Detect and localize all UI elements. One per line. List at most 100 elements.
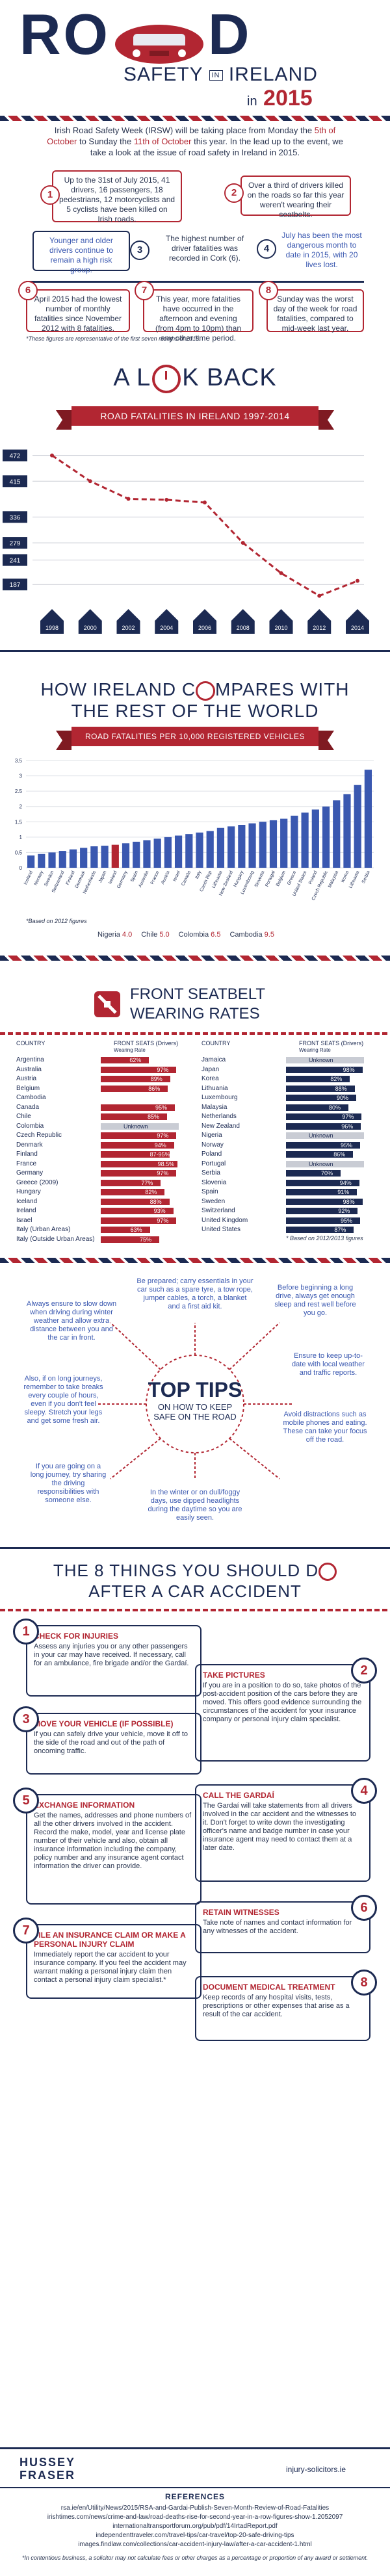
seatbelt-right-header: COUNTRY FRONT SEATS (Drivers)	[202, 1040, 364, 1047]
references-title: REFERENCES	[164, 2492, 225, 2501]
bar	[38, 853, 46, 868]
bar	[238, 825, 246, 868]
site-link[interactable]: injury-solicitors.ie	[286, 2465, 346, 2474]
legend-value: 9.5	[264, 931, 274, 939]
seatbelt-bar	[286, 1198, 363, 1205]
accident-step-3: MOVE YOUR VEHICLE (IF POSSIBLE) If you ca…	[26, 1713, 202, 1775]
seatbelt-bar	[286, 1151, 354, 1158]
tip-7: If you are going on a long journey, try …	[30, 1463, 107, 1504]
header-year: in 2015	[247, 86, 313, 111]
reference-link[interactable]: irishtimes.com/news/crime-and-law/road-d…	[47, 2514, 343, 2521]
seatbelt-bar	[101, 1076, 170, 1082]
y-tick-label: 1	[20, 835, 23, 840]
fatalities-point	[164, 497, 169, 502]
x-tick-label: Japan	[98, 870, 107, 883]
seatbelt-country: Serbia	[202, 1169, 220, 1177]
seatbelt-bar	[101, 1198, 170, 1205]
seatbelt-value: 97%	[157, 1132, 169, 1139]
legend-entry: Cambodia 9.5	[229, 931, 274, 939]
accident-step-2: TAKE PICTURES If you are in a position to…	[195, 1664, 370, 1762]
x-tick-label: 2010	[274, 625, 287, 631]
seatbelt-value: 77%	[141, 1179, 153, 1186]
reference-link[interactable]: images.findlaw.com/collections/car-accid…	[78, 2541, 312, 2548]
fatalities-point	[88, 479, 92, 484]
seatbelt-country: Luxembourg	[202, 1094, 238, 1101]
seatbelt-value: 87-95%	[150, 1151, 170, 1158]
stat-number-6: 6	[18, 281, 38, 300]
bar	[69, 849, 77, 868]
seatbelt-bar	[286, 1123, 361, 1130]
accident-step-number: 2	[351, 1658, 377, 1684]
seatbelt-country: Slovenia	[202, 1178, 227, 1186]
seatbelt-bar	[286, 1208, 358, 1214]
seatbelt-country: Canada	[16, 1103, 40, 1111]
compare-banner: ROAD FATALITIES PER 10,000 REGISTERED VE…	[56, 727, 334, 750]
stats-footnote: *These figures are representative of the…	[26, 335, 201, 342]
seatbelt-left-header: COUNTRY FRONT SEATS (Drivers)	[16, 1040, 179, 1047]
x-tick-label: 2014	[351, 625, 364, 631]
accident-step-7: FILE AN INSURANCE CLAIM OR MAKE A PERSON…	[26, 1924, 202, 1999]
accident-step-number: 1	[13, 1619, 39, 1645]
seatbelt-country: Lithuania	[202, 1084, 228, 1092]
accident-stripe	[0, 1609, 390, 1611]
x-tick-badge	[346, 609, 369, 634]
y-tick-badge	[3, 511, 27, 523]
tip-3: Always ensure to slow down when driving …	[26, 1300, 117, 1342]
x-tick-label: Ireland	[108, 870, 118, 885]
x-tick-label: Belgium	[276, 870, 287, 887]
y-tick-badge	[3, 449, 27, 462]
bar	[27, 855, 35, 868]
tip-2: Before beginning a long drive, always ge…	[274, 1284, 356, 1317]
legend-value: 4.0	[122, 931, 133, 939]
accident-step-1: CHECK FOR INJURIES Assess any injuries yo…	[26, 1625, 202, 1697]
bar	[311, 809, 319, 868]
header-title-road: RO D	[20, 2, 252, 66]
accident-step-body: Take note of names and contact informati…	[203, 1919, 352, 1935]
section-stripe-2	[0, 650, 390, 652]
reference-link[interactable]: rsa.ie/en/Utility/News/2015/RSA-and-Gard…	[60, 2504, 330, 2512]
seatbelt-bar	[286, 1066, 363, 1073]
accident-step-number: 4	[351, 1778, 377, 1804]
seatbelt-title: FRONT SEATBELT WEARING RATES	[130, 985, 266, 1022]
section-stripe-6	[0, 2447, 390, 2449]
seatbelt-footnote: * Based on 2012/2013 figures	[286, 1235, 363, 1242]
x-tick-label: Norway	[34, 870, 45, 886]
seatbelt-bar	[286, 1189, 358, 1195]
seatbelt-bar	[286, 1085, 355, 1092]
seatbelt-value: 75%	[140, 1236, 152, 1243]
x-tick-label: Israel	[172, 870, 181, 882]
seatbelt-value: Unknown	[124, 1123, 148, 1130]
seatbelt-bar	[286, 1160, 364, 1167]
reference-link[interactable]: independenttraveler.com/travel-tips/car-…	[96, 2532, 294, 2539]
seatbelt-country: Colombia	[16, 1122, 44, 1130]
x-tick-badge	[40, 609, 64, 634]
x-tick-label: Italy	[195, 870, 203, 879]
y-tick-label: 187	[10, 582, 21, 589]
seatbelt-right-sub: Wearing Rate	[299, 1047, 331, 1053]
bar	[259, 822, 266, 868]
seatbelt-value: 93%	[153, 1208, 166, 1214]
seatbelt-country: United States	[202, 1226, 241, 1233]
seatbelt-country: Israel	[16, 1216, 32, 1224]
clock-icon-2	[318, 1563, 337, 1581]
accident-step-body: Get the names, addresses and phone numbe…	[34, 1812, 192, 1870]
accident-step-title: DOCUMENT MEDICAL TREATMENT	[203, 1983, 335, 1992]
bar	[196, 832, 203, 868]
x-tick-label: Lithuania	[348, 870, 360, 889]
compare-footnote: *Based on 2012 figures	[26, 918, 87, 924]
x-tick-label: Lithuania	[211, 870, 223, 889]
y-tick-label: 3.5	[15, 758, 23, 764]
x-tick-label: Australia	[138, 870, 150, 889]
stat-box-6: April 2015 had the lowest number of mont…	[26, 289, 130, 333]
reference-link[interactable]: internationaltransportforum.org/pub/pdf/…	[112, 2523, 278, 2530]
y-tick-label: 241	[10, 558, 21, 565]
bar	[101, 846, 109, 868]
seatbelt-country: Portugal	[202, 1160, 226, 1167]
seatbelt-left-sub: Wearing Rate	[114, 1047, 146, 1053]
seatbelt-value: 97%	[342, 1113, 354, 1120]
seatbelt-value: Unknown	[309, 1057, 333, 1063]
x-tick-badge	[307, 609, 332, 634]
accident-step-body: The Gardaí will take statements from all…	[203, 1802, 357, 1852]
seatbelt-value: 94%	[339, 1179, 352, 1186]
